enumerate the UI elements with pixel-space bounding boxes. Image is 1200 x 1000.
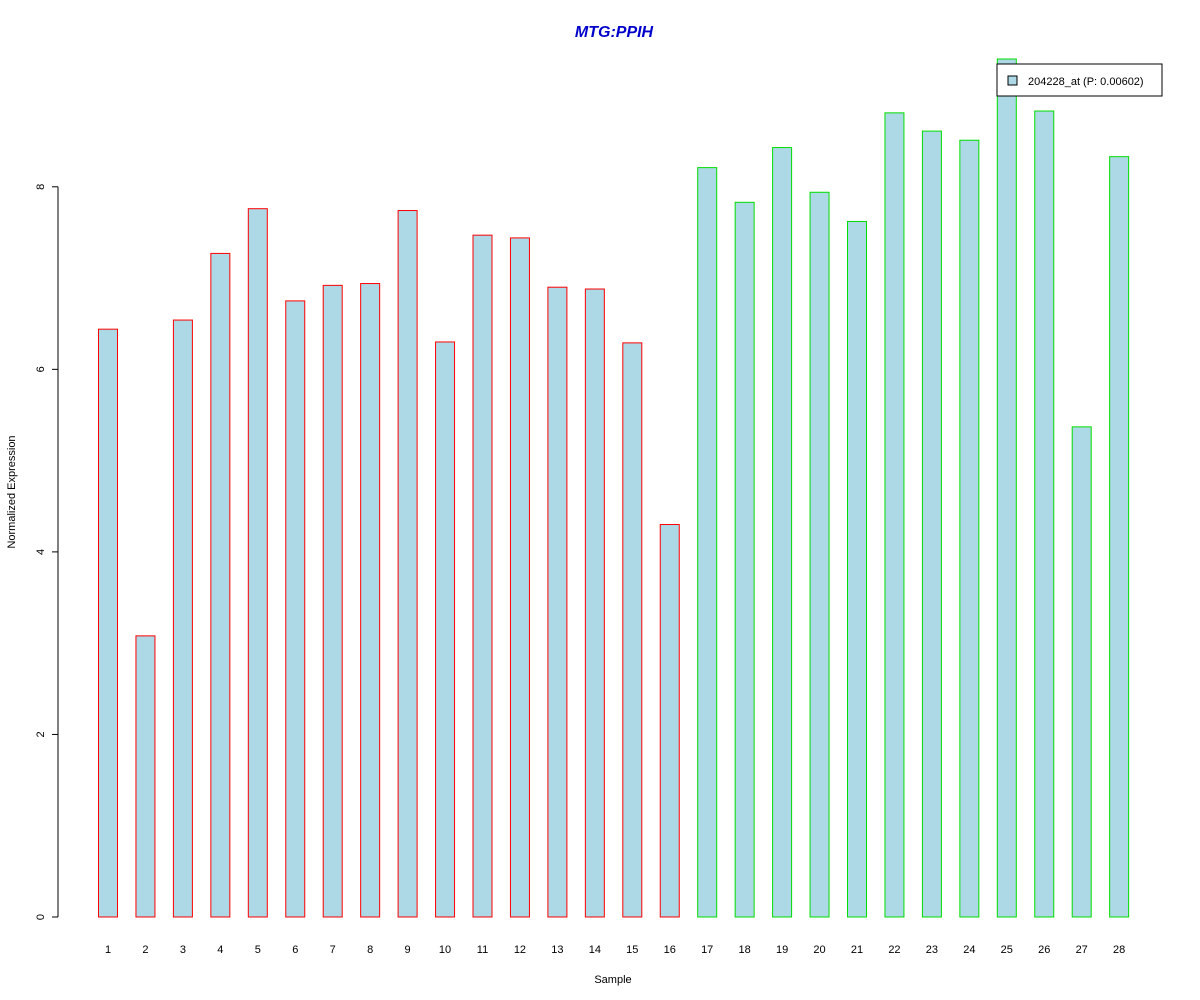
legend-box xyxy=(996,63,1163,97)
bar-sample-3 xyxy=(172,319,193,918)
bar-sample-2 xyxy=(135,635,156,918)
y-tick-label: 0 xyxy=(35,914,47,920)
bar-sample-9 xyxy=(397,210,418,918)
y-tick-label: 6 xyxy=(35,366,47,372)
x-tick-label: 16 xyxy=(664,944,676,956)
bar-sample-5 xyxy=(247,208,268,918)
bar-sample-12 xyxy=(509,237,530,918)
y-tick-label: 8 xyxy=(35,184,47,190)
bar-sample-11 xyxy=(472,234,493,918)
x-tick-label: 19 xyxy=(776,944,788,956)
x-tick-label: 28 xyxy=(1113,944,1125,956)
x-tick-label: 22 xyxy=(888,944,900,956)
legend-swatch xyxy=(1007,75,1018,86)
x-tick-label: 24 xyxy=(963,944,975,956)
x-tick-label: 21 xyxy=(851,944,863,956)
x-tick-label: 13 xyxy=(551,944,563,956)
bar-sample-21 xyxy=(847,220,867,918)
bar-sample-25 xyxy=(996,58,1017,918)
x-tick-label: 26 xyxy=(1038,944,1050,956)
x-tick-label: 11 xyxy=(477,944,488,956)
bar-sample-22 xyxy=(884,112,905,918)
x-tick-label: 2 xyxy=(142,944,148,956)
x-tick-label: 17 xyxy=(701,944,713,956)
x-tick-label: 3 xyxy=(180,944,186,956)
x-tick-label: 27 xyxy=(1076,944,1088,956)
x-tick-label: 23 xyxy=(926,944,938,956)
x-tick-label: 25 xyxy=(1001,944,1013,956)
x-tick-label: 14 xyxy=(589,944,601,956)
bar-sample-8 xyxy=(360,283,381,918)
x-tick-label: 4 xyxy=(217,944,223,956)
bars xyxy=(98,58,1130,918)
bar-sample-18 xyxy=(734,201,755,918)
x-tick-label: 1 xyxy=(105,944,111,956)
bar-sample-19 xyxy=(772,147,793,918)
bar-sample-6 xyxy=(285,300,306,918)
x-tick-label: 20 xyxy=(813,944,825,956)
bar-sample-23 xyxy=(921,130,942,918)
x-tick-label: 15 xyxy=(626,944,638,956)
bar-sample-7 xyxy=(322,284,343,918)
bar-sample-24 xyxy=(959,139,980,918)
bar-sample-15 xyxy=(622,342,643,918)
legend-label: 204228_at (P: 0.00602) xyxy=(1028,76,1144,88)
y-axis-label: Normalized Expression xyxy=(6,435,18,548)
bar-sample-4 xyxy=(210,252,231,918)
bar-sample-14 xyxy=(584,288,605,918)
bar-sample-28 xyxy=(1109,156,1130,918)
x-axis-label: Sample xyxy=(594,974,631,986)
y-axis: 0 2 4 6 8 xyxy=(35,184,59,920)
x-axis-tick-labels: 1 2 3 4 5 6 7 8 9 10 11 12 13 14 15 16 17 18 19 20 21 22 23 24 2… xyxy=(105,944,1125,956)
bar-sample-1 xyxy=(98,328,118,918)
y-tick-label: 4 xyxy=(35,549,47,555)
x-tick-label: 18 xyxy=(739,944,751,956)
bar-sample-13 xyxy=(547,286,568,918)
bar-sample-26 xyxy=(1034,110,1055,918)
bar-sample-16 xyxy=(659,524,680,918)
x-tick-label: 12 xyxy=(514,944,526,956)
chart-title: MTG:PPIH xyxy=(575,24,654,41)
x-tick-label: 5 xyxy=(255,944,261,956)
bar-sample-17 xyxy=(697,167,718,918)
x-tick-label: 8 xyxy=(367,944,373,956)
x-tick-label: 10 xyxy=(439,944,451,956)
x-tick-label: 9 xyxy=(405,944,411,956)
legend: 204228_at (P: 0.00602) xyxy=(996,63,1163,97)
x-tick-label: 7 xyxy=(330,944,336,956)
bar-sample-20 xyxy=(809,191,830,918)
x-tick-label: 6 xyxy=(292,944,298,956)
y-tick-label: 2 xyxy=(35,731,47,737)
bar-sample-27 xyxy=(1071,426,1092,918)
bar-sample-10 xyxy=(435,341,456,918)
